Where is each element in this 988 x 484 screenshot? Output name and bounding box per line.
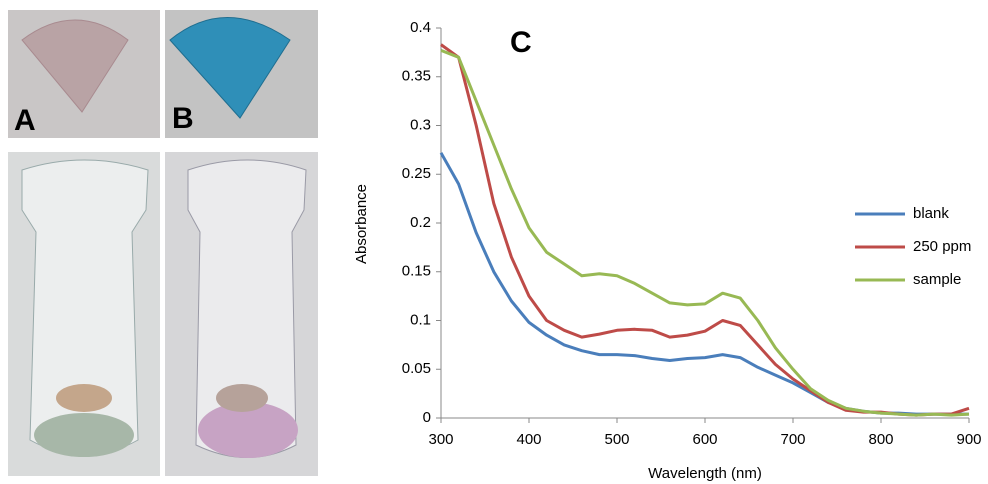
y-tick-label: 0.05 xyxy=(402,360,431,377)
panel-label: A xyxy=(14,104,36,137)
sample-a xyxy=(21,19,129,113)
vial-b xyxy=(187,159,307,458)
y-tick-label: 0.15 xyxy=(402,263,431,280)
x-tick-label: 500 xyxy=(604,431,629,448)
legend-label: blank xyxy=(913,205,949,222)
y-tick-label: 0.35 xyxy=(402,68,431,85)
x-tick-label: 400 xyxy=(516,431,541,448)
panel-label: C xyxy=(510,26,532,59)
x-tick-label: 900 xyxy=(956,431,981,448)
y-tick-label: 0 xyxy=(423,409,431,426)
x-tick-label: 700 xyxy=(780,431,805,448)
data-line xyxy=(439,152,969,416)
x-tick-label: 600 xyxy=(692,431,717,448)
panel-label: B xyxy=(172,102,194,135)
x-tick-label: 300 xyxy=(428,431,453,448)
vial-a-powder xyxy=(56,384,112,412)
y-tick-label: 0.4 xyxy=(410,19,431,36)
sample-b xyxy=(169,17,291,119)
y-tick-label: 0.2 xyxy=(410,214,431,231)
legend-label: sample xyxy=(913,271,961,288)
legend-label: 250 ppm xyxy=(913,238,971,255)
vial-a-sediment xyxy=(34,413,134,457)
x-axis-title: Wavelength (nm) xyxy=(648,465,762,482)
data-line xyxy=(440,49,970,417)
x-tick-label: 800 xyxy=(868,431,893,448)
y-axis-title: Absorbance xyxy=(353,184,370,264)
vial-b-liquid xyxy=(198,402,298,458)
y-tick-label: 0.1 xyxy=(410,311,431,328)
y-tick-label: 0.3 xyxy=(410,116,431,133)
vial-b-powder xyxy=(216,384,268,412)
y-tick-label: 0.25 xyxy=(402,165,431,182)
data-line xyxy=(440,43,970,417)
